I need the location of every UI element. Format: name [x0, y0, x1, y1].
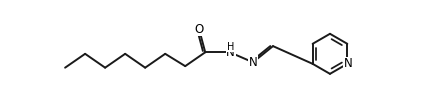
- Text: O: O: [194, 23, 204, 36]
- Text: N: N: [344, 57, 352, 70]
- Text: N: N: [249, 56, 257, 69]
- Text: N: N: [226, 46, 235, 59]
- Text: H: H: [227, 42, 234, 52]
